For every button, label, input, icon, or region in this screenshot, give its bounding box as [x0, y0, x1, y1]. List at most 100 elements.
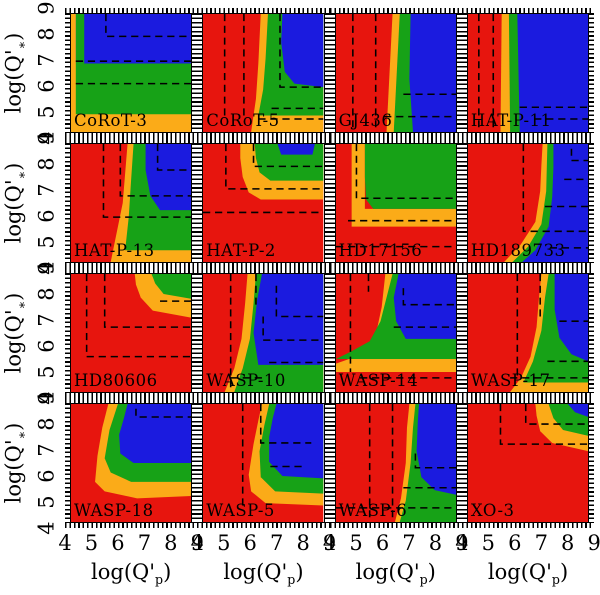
y-tick-label: 5 — [34, 365, 59, 379]
region-blue — [567, 404, 589, 417]
y-axis-label: log(Q'∗) — [1, 32, 29, 114]
panel-hd80606: HD80606 — [65, 268, 198, 398]
contour-dashed-line — [225, 144, 324, 190]
region-green — [75, 14, 85, 64]
y-tick-label: 7 — [34, 443, 59, 457]
contour-dashed-line — [355, 144, 456, 200]
contour-canvas — [203, 14, 324, 132]
region-blue — [269, 404, 324, 479]
y-tick-label: 9 — [34, 131, 59, 145]
panel-wasp-5: WASP-5 — [197, 398, 330, 528]
panel-gj436: GJ436 — [329, 8, 462, 138]
x-tick-label: 4 — [190, 531, 204, 555]
contour-canvas — [71, 14, 192, 132]
contour-canvas — [335, 404, 456, 522]
panel-label: WASP-10 — [206, 370, 286, 390]
plot-area: CoRoT-5 — [202, 13, 325, 133]
contour-dashed-line — [156, 144, 192, 171]
x-tick-label: 9 — [322, 531, 337, 555]
contour-dashed-line — [262, 316, 324, 341]
contour-canvas — [71, 274, 192, 392]
y-axis-label: log(Q'∗) — [1, 162, 29, 244]
x-tick-label: 8 — [561, 531, 575, 555]
y-tick-label: 9 — [34, 261, 59, 275]
region-orange — [71, 114, 192, 132]
y-axis-label: log(Q'∗) — [1, 292, 29, 374]
plot-area: HD189733 — [466, 143, 590, 263]
panel-label: CoRoT-3 — [74, 110, 148, 130]
x-axis-label-subscript: p — [155, 572, 164, 588]
contour-canvas — [203, 144, 324, 262]
panel-label: HAT-P-11 — [470, 110, 552, 130]
region-blue — [253, 274, 324, 365]
contour-dashed-line — [260, 404, 312, 444]
panel-label: GJ436 — [338, 110, 393, 130]
x-tick-label: 8 — [164, 531, 178, 555]
panel-hd189733: HD189733 — [461, 138, 595, 268]
x-tick-label: 8 — [296, 531, 310, 555]
panel-label: HD80606 — [74, 370, 158, 390]
region-blue — [416, 404, 456, 495]
panel-wasp-18: WASP-18 — [65, 398, 198, 528]
x-tick-label: 4 — [455, 531, 469, 555]
plot-area: CoRoT-3 — [70, 13, 193, 133]
plot-area: GJ436 — [334, 13, 457, 133]
panel-label: HAT-P-2 — [206, 240, 276, 260]
plot-area: HAT-P-2 — [202, 143, 325, 263]
panel-label: WASP-14 — [338, 370, 419, 390]
panel-corot-5: CoRoT-5 — [197, 8, 330, 138]
x-tick-label: 5 — [217, 531, 231, 555]
plot-area: WASP-10 — [202, 273, 325, 393]
contour-canvas — [203, 274, 324, 392]
x-axis-label: log(Q'p) — [487, 560, 569, 588]
panel-label: HAT-P-13 — [74, 240, 155, 260]
plot-area: HAT-P-13 — [70, 143, 193, 263]
region-blue — [281, 14, 324, 88]
panel-label: WASP-5 — [206, 500, 275, 520]
contour-canvas — [335, 274, 456, 392]
region-blue — [522, 144, 589, 262]
contour-canvas — [467, 404, 589, 522]
x-axis-label: log(Q'p) — [223, 560, 304, 588]
panel-label: WASP-17 — [470, 370, 551, 390]
y-axis-label-subscript: ∗ — [13, 430, 29, 440]
y-tick-label: 4 — [34, 521, 59, 535]
region-blue — [554, 274, 589, 362]
plot-area: HD80606 — [70, 273, 193, 393]
region-blue — [408, 14, 456, 132]
x-axis-label-subscript: p — [551, 572, 560, 588]
x-tick-label: 4 — [58, 531, 72, 555]
contour-dashed-line — [524, 404, 589, 425]
y-tick-label: 5 — [34, 495, 59, 509]
contour-canvas — [335, 14, 456, 132]
x-axis-label: log(Q'p) — [355, 560, 436, 588]
panel-wasp-10: WASP-10 — [197, 268, 330, 398]
contour-dashed-line — [85, 274, 192, 358]
x-tick-label: 7 — [269, 531, 284, 555]
y-tick-label: 6 — [34, 469, 59, 483]
y-tick-label: 7 — [34, 313, 59, 327]
contour-dashed-line — [279, 14, 324, 88]
y-tick-label: 8 — [34, 27, 59, 41]
panel-label: HD17156 — [338, 240, 423, 260]
contour-dashed-line — [499, 404, 589, 445]
y-axis-label-subscript: ∗ — [13, 170, 29, 180]
y-tick-label: 8 — [34, 287, 59, 301]
plot-area: HD17156 — [334, 143, 457, 263]
panel-xo-3: XO-3 — [461, 398, 595, 528]
y-tick-label: 8 — [34, 157, 59, 171]
x-tick-label: 7 — [534, 531, 548, 555]
x-tick-label: 7 — [137, 531, 152, 555]
panel-hat-p-2: HAT-P-2 — [197, 138, 330, 268]
region-blue — [517, 14, 589, 132]
y-tick-label: 5 — [34, 105, 59, 119]
plot-area: HAT-P-11 — [466, 13, 590, 133]
y-axis-label-subscript: ∗ — [13, 40, 29, 50]
region-green — [364, 144, 456, 209]
y-tick-label: 6 — [34, 209, 59, 223]
panel-hat-p-13: HAT-P-13 — [65, 138, 198, 268]
x-tick-label: 5 — [84, 531, 99, 555]
panel-wasp-6: WASP-6 — [329, 398, 462, 528]
x-tick-label: 6 — [508, 531, 522, 555]
region-orange — [351, 144, 456, 227]
